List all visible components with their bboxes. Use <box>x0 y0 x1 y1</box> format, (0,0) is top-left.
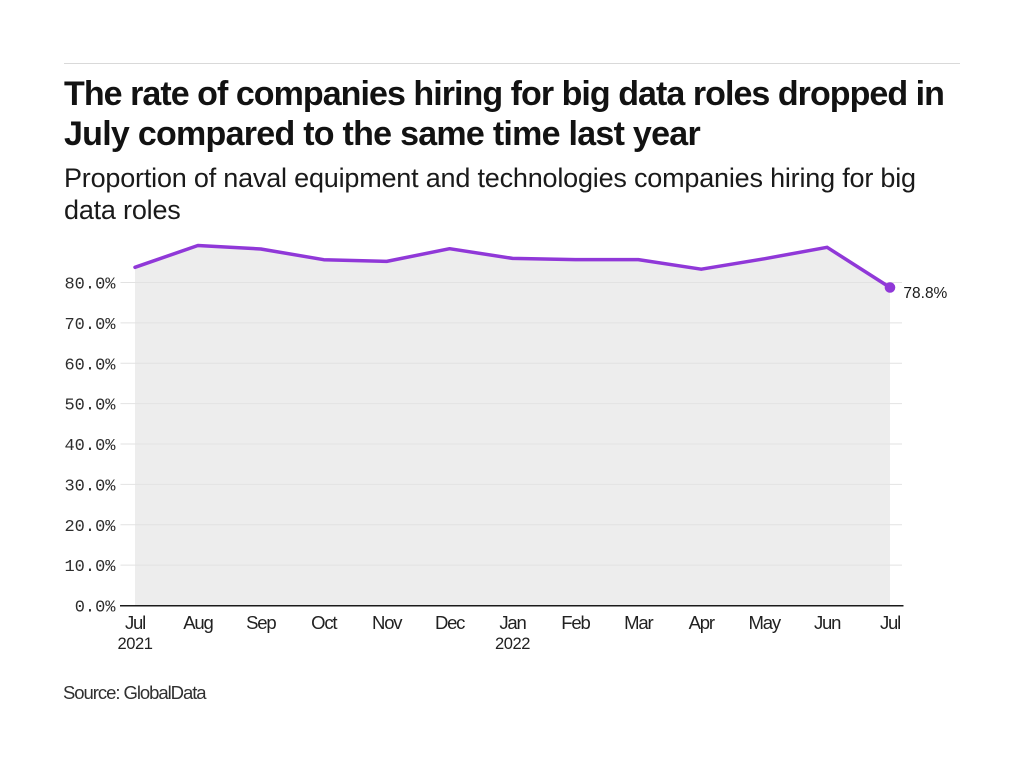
svg-text:0.0%: 0.0% <box>75 599 117 618</box>
svg-text:Nov: Nov <box>372 612 403 633</box>
svg-text:2021: 2021 <box>118 635 153 653</box>
svg-text:May: May <box>749 612 782 633</box>
svg-text:Dec: Dec <box>435 612 465 633</box>
svg-text:78.8%: 78.8% <box>903 285 947 302</box>
svg-text:80.0%: 80.0% <box>64 276 116 295</box>
svg-text:30.0%: 30.0% <box>64 477 116 496</box>
svg-text:70.0%: 70.0% <box>64 316 116 335</box>
svg-text:20.0%: 20.0% <box>64 518 116 537</box>
svg-text:Sep: Sep <box>246 612 276 633</box>
svg-text:Jan: Jan <box>499 612 526 633</box>
svg-text:60.0%: 60.0% <box>64 356 116 375</box>
svg-text:Mar: Mar <box>624 612 653 633</box>
svg-text:Jun: Jun <box>814 612 841 633</box>
svg-text:Jul: Jul <box>880 612 900 633</box>
svg-text:50.0%: 50.0% <box>64 397 116 416</box>
svg-text:Jul: Jul <box>125 612 145 633</box>
svg-text:Oct: Oct <box>311 612 337 633</box>
svg-text:10.0%: 10.0% <box>64 558 116 577</box>
svg-text:Feb: Feb <box>561 612 590 633</box>
svg-text:Aug: Aug <box>183 612 213 633</box>
svg-text:40.0%: 40.0% <box>64 437 116 456</box>
svg-text:2022: 2022 <box>495 635 530 653</box>
svg-text:Apr: Apr <box>689 612 715 633</box>
